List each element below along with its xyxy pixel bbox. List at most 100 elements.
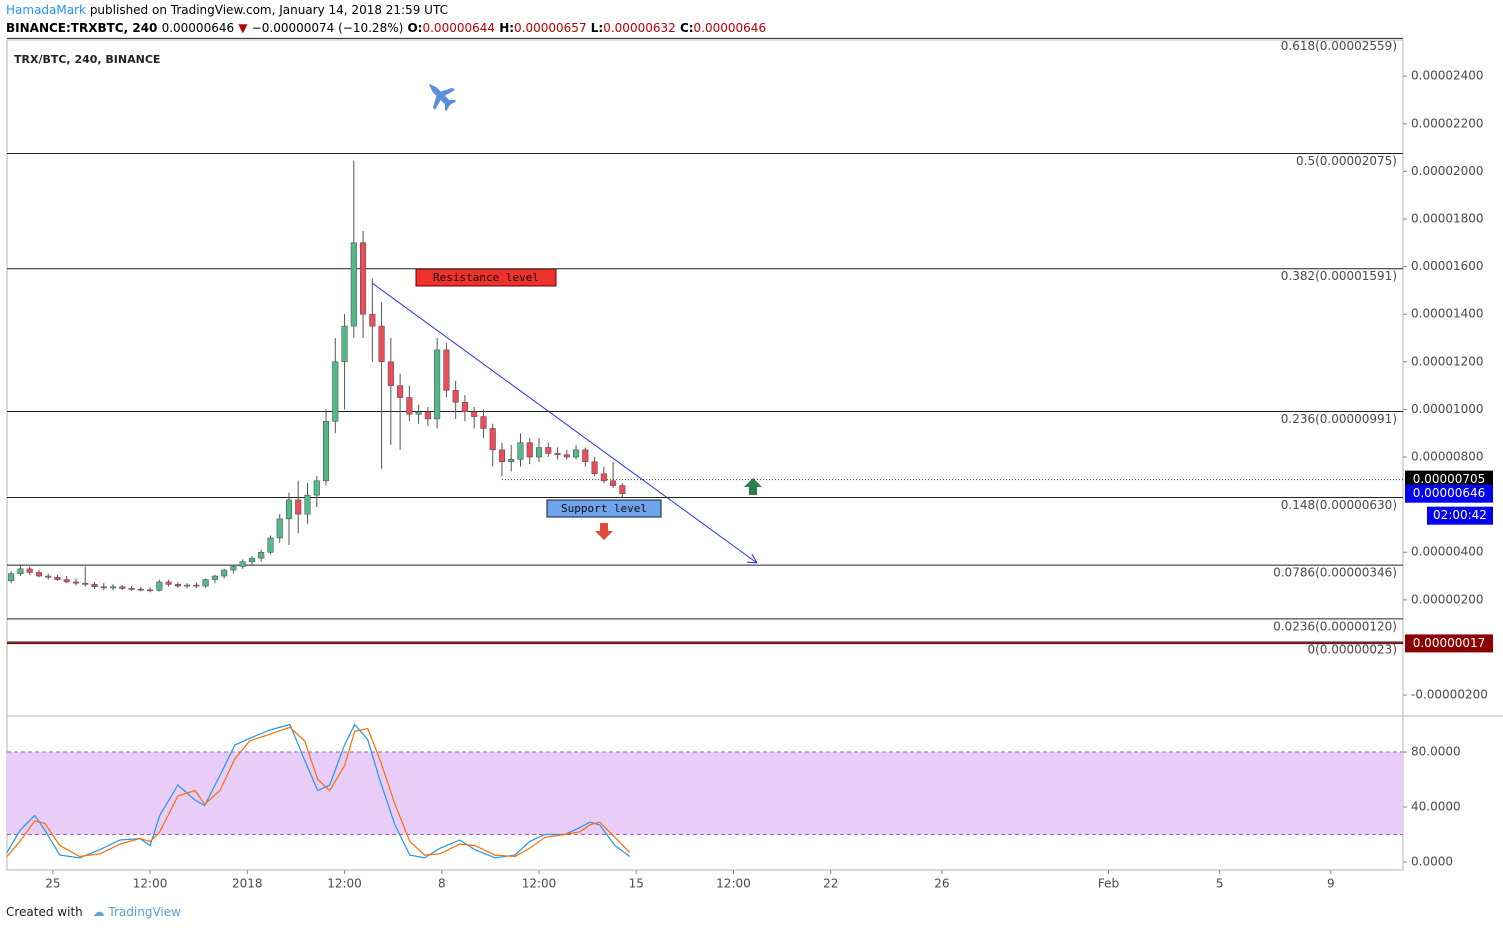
candle — [285, 492, 293, 546]
candle — [17, 565, 24, 577]
price-tag — [1405, 634, 1493, 653]
x-tick-label: 12:00 — [716, 877, 751, 891]
candle — [387, 338, 394, 446]
y-tick-label: 0.00002400 — [1411, 69, 1484, 83]
y-tick-label: 0.00002200 — [1411, 116, 1484, 130]
o: 0.00000644 — [422, 21, 496, 35]
candle — [600, 466, 607, 484]
candle-body — [434, 349, 441, 420]
x-tick-label: 5 — [1216, 877, 1224, 891]
x-tick-label: 25 — [45, 877, 60, 891]
x-tick-label: Feb — [1098, 877, 1119, 891]
y-tick-label: 0.00002000 — [1411, 164, 1484, 178]
candle — [443, 342, 450, 398]
candle — [267, 535, 274, 555]
candle — [239, 559, 246, 569]
candle-body — [147, 589, 154, 592]
candle — [174, 581, 181, 588]
countdown: 02:00:42 — [1433, 508, 1487, 522]
chart-title: TRX/BTC, 240, BINANCE — [14, 53, 160, 66]
c: 0.00000646 — [693, 21, 767, 35]
fib-label: 0(0.00000023) — [1307, 642, 1397, 656]
brand[interactable]: TradingView — [108, 905, 181, 919]
candle — [434, 338, 441, 429]
candle-body — [221, 569, 228, 577]
author[interactable]: HamadaMark — [6, 3, 86, 17]
candle — [248, 555, 255, 566]
candle — [156, 579, 163, 592]
candle — [480, 409, 487, 438]
y-tick-label: 0.00001600 — [1411, 259, 1484, 273]
down-arrow: ▼ — [238, 21, 248, 35]
symbol: BINANCE:TRXBTC, 240 — [6, 21, 158, 35]
candle — [397, 373, 404, 450]
candle-body — [285, 499, 293, 520]
candle-body — [498, 449, 505, 463]
up-arrow-icon — [744, 478, 762, 495]
candle — [54, 574, 61, 581]
candle — [610, 461, 617, 488]
candle-body — [443, 349, 450, 391]
l: 0.00000632 — [603, 21, 676, 35]
candle-body — [45, 575, 52, 578]
candle-body — [378, 325, 385, 363]
header-line-1: HamadaMark published on TradingView.com,… — [6, 3, 448, 17]
candle-body — [8, 573, 15, 582]
candle — [489, 423, 496, 467]
candle — [517, 433, 524, 467]
candle-body — [211, 575, 218, 580]
candle-body — [387, 361, 394, 386]
candle — [72, 578, 80, 586]
fib-label: 0.382(0.00001591) — [1281, 269, 1397, 283]
h: 0.00000657 — [514, 21, 587, 35]
candle-body — [452, 390, 459, 403]
candle-body — [184, 584, 191, 587]
candle-body — [137, 588, 144, 591]
candle — [322, 409, 330, 486]
stoch-band — [7, 752, 1403, 835]
candle-body — [35, 572, 42, 577]
candle — [332, 338, 339, 434]
candle — [147, 587, 154, 593]
candle-body — [471, 411, 478, 417]
candle-body — [100, 586, 107, 589]
candle-body — [248, 557, 255, 563]
header-line-2: BINANCE:TRXBTC, 240 0.00000646 ▼ −0.0000… — [6, 21, 766, 35]
candle-body — [267, 537, 274, 553]
candle-body — [193, 584, 200, 587]
candle-body — [304, 494, 311, 515]
y-tick-label: 0.00001800 — [1411, 211, 1484, 225]
candle-body — [63, 579, 70, 583]
candle-body — [582, 449, 589, 463]
price-tag-label: 0.00000646 — [1413, 486, 1486, 500]
candle-body — [91, 584, 98, 588]
y-tick-label: 40.0000 — [1411, 800, 1461, 814]
candle — [295, 480, 302, 534]
published: published on TradingView.com, January 14… — [89, 3, 448, 17]
candle-body — [17, 568, 24, 574]
y-tick-label: 0.00000200 — [1411, 592, 1484, 606]
candle-body — [619, 485, 626, 494]
candle-body — [119, 586, 126, 589]
candle-body — [258, 551, 265, 559]
candle — [471, 407, 478, 429]
candle-body — [110, 586, 117, 589]
candle-body — [517, 442, 524, 460]
candle — [313, 476, 320, 508]
candle-body — [165, 581, 172, 585]
candle — [573, 445, 580, 460]
candle-body — [545, 447, 552, 454]
l-label: L: — [590, 21, 604, 35]
candle — [545, 442, 552, 458]
down-arrow-icon — [595, 523, 613, 540]
candle — [193, 582, 200, 588]
candle — [619, 483, 626, 498]
candle-body — [202, 579, 209, 587]
change: −0.00000074 (−10.28%) — [251, 21, 404, 35]
candle-body — [424, 411, 431, 420]
resistance-label: Resistance level — [433, 271, 539, 284]
plot-frame — [6, 39, 1404, 871]
candle-body — [461, 402, 468, 413]
x-tick-label: 2018 — [232, 877, 263, 891]
